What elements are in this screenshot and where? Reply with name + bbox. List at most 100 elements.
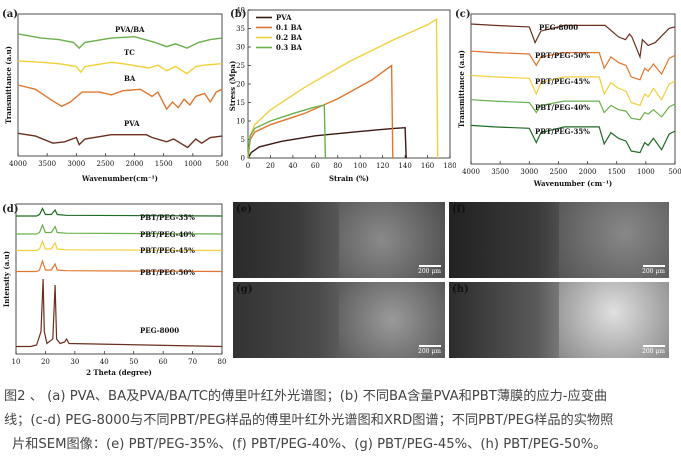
x-tick-label: 2000	[126, 160, 144, 168]
series-line	[470, 124, 676, 154]
x-tick-label: 160	[421, 162, 434, 170]
series-line	[16, 207, 223, 217]
chart-d-ylabel: Intensity (a.u)	[2, 251, 11, 307]
x-tick-label: 2500	[550, 168, 568, 176]
x-tick-label: 0	[246, 162, 250, 170]
y-tick-label: 5	[241, 136, 245, 144]
x-tick-label: 60	[159, 358, 168, 366]
series-line	[16, 278, 223, 348]
legend-label: 0.1 BA	[276, 23, 303, 32]
panel-a-label: (a)	[2, 9, 18, 20]
chart-a-annot-pva: PVA	[124, 119, 140, 128]
caption-line: 图2 、 (a) PVA、BA及PVA/BA/TC的傅里叶红外光谱图；(b) 不…	[4, 389, 608, 404]
series-line	[247, 64, 394, 159]
chart-c-annot-50: PBT/PEG-50%	[535, 51, 590, 60]
chart-d-annot-35: PBT/PEG-35%	[140, 213, 195, 222]
series-line	[470, 50, 676, 81]
photo-g-label: (g)	[236, 284, 253, 295]
x-tick-label: 3000	[520, 168, 538, 176]
series-line	[247, 104, 327, 159]
chart-a-annot-ba: BA	[124, 74, 136, 83]
chart-d-xlabel: 2 Theta (degree)	[86, 368, 152, 377]
photo-f-label: (f)	[452, 204, 466, 215]
y-tick-label: 10	[236, 118, 245, 126]
x-tick-label: 70	[188, 358, 197, 366]
chart-a-series	[17, 33, 223, 149]
panel-c-label: (c)	[455, 9, 471, 20]
chart-d-annot-50: PBT/PEG-50%	[140, 268, 195, 277]
chart-c-xticks: 4000 3500 3000 2500 2000 1500 1000 500	[462, 161, 681, 176]
series-line	[247, 18, 439, 159]
chart-c-annot-45: PBT/PEG-45%	[535, 77, 590, 86]
chart-c: (c) Transmittance (a.u) 4000 3500 3000 2500…	[455, 9, 681, 188]
figure-caption: 图2 、 (a) PVA、BA及PVA/BA/TC的傅里叶红外光谱图；(b) 不…	[4, 385, 678, 457]
chart-a-annot-pvaba: PVA/BA	[115, 25, 145, 34]
chart-b-ticks: 0 20 40 60 80 100 120 140 160 180 0 5 10 15 20 25 30 35 40	[236, 7, 456, 171]
chart-c-xlabel: Wavenumber (cm⁻¹)	[533, 179, 612, 188]
chart-b-xlabel: Strain (%)	[329, 174, 369, 183]
x-tick-label: 80	[218, 358, 227, 366]
x-tick-label: 4000	[462, 168, 480, 176]
chart-d-series	[16, 207, 223, 348]
photo-panel-f: (f) 200 μm	[449, 202, 669, 278]
x-tick-label: 1500	[155, 160, 173, 168]
series-line	[17, 84, 223, 111]
photo-f-scalebar: 200 μm	[642, 265, 665, 275]
photo-h-label: (h)	[452, 284, 469, 295]
x-tick-label: 4000	[9, 160, 27, 168]
x-tick-label: 30	[70, 358, 79, 366]
chart-a-xticks: 4000 3500 3000 2500 2000 1500 1000 500	[9, 153, 228, 168]
x-tick-label: 2500	[97, 160, 115, 168]
series-line	[17, 60, 223, 75]
photo-e-label: (e)	[236, 204, 252, 215]
series-line	[16, 223, 223, 235]
x-tick-label: 140	[398, 162, 411, 170]
panel-d-label: (d)	[2, 204, 18, 215]
x-tick-label: 500	[668, 168, 681, 176]
y-tick-label: 30	[236, 44, 245, 52]
photo-e-scalebar: 200 μm	[418, 265, 441, 275]
x-tick-label: 3000	[67, 160, 85, 168]
x-tick-label: 1000	[184, 160, 202, 168]
chart-b: (b) Stress (Mpa) 0 20 40 60 80 100 120 140 160 18…	[228, 7, 456, 184]
x-tick-label: 180	[443, 162, 456, 170]
chart-b-series	[247, 18, 439, 159]
chart-a-xlabel: Wavenumber(cm⁻¹)	[81, 174, 158, 183]
chart-a-ylabel: Transmittance (a.u)	[4, 46, 13, 124]
y-tick-label: 20	[236, 81, 245, 89]
chart-d-annot-45: PBT/PEG-45%	[140, 246, 195, 255]
chart-d-annot-peg: PEG-8000	[140, 326, 179, 335]
x-tick-label: 120	[376, 162, 389, 170]
x-tick-label: 80	[333, 162, 342, 170]
caption-line: 线；(c-d) PEG-8000与不同PBT/PEG样品的傅里叶红外光谱图和XR…	[4, 413, 614, 428]
x-tick-label: 40	[288, 162, 297, 170]
y-tick-label: 40	[236, 7, 245, 15]
legend-label: PVA	[276, 13, 292, 22]
series-line	[470, 99, 676, 121]
x-tick-label: 3500	[491, 168, 509, 176]
x-tick-label: 3500	[38, 160, 56, 168]
series-line	[470, 23, 676, 60]
chart-c-series	[470, 23, 676, 154]
legend-label: 0.3 BA	[276, 43, 303, 52]
chart-d-xticks: 10 20 30 40 50 60 70 80	[12, 351, 227, 366]
series-line	[17, 132, 223, 149]
chart-a: (a) Transmittance (a.u) 4000 3500 3000 2500…	[2, 9, 228, 183]
caption-line: 片和SEM图像：(e) PBT/PEG-35%、(f) PBT/PEG-40%、…	[12, 437, 607, 452]
x-tick-label: 1500	[608, 168, 626, 176]
x-tick-label: 40	[100, 358, 109, 366]
y-tick-label: 25	[236, 62, 245, 70]
x-tick-label: 50	[129, 358, 138, 366]
chart-a-annot-tc: TC	[124, 48, 135, 57]
x-tick-label: 100	[354, 162, 367, 170]
y-tick-label: 35	[236, 25, 245, 33]
photo-h-scalebar: 200 μm	[642, 345, 665, 355]
series-line	[17, 33, 223, 50]
photo-g-scalebar: 200 μm	[418, 345, 441, 355]
y-tick-label: 0	[241, 155, 245, 163]
x-tick-label: 60	[311, 162, 320, 170]
x-tick-label: 2000	[579, 168, 597, 176]
x-tick-label: 1000	[637, 168, 655, 176]
x-tick-label: 10	[12, 358, 21, 366]
